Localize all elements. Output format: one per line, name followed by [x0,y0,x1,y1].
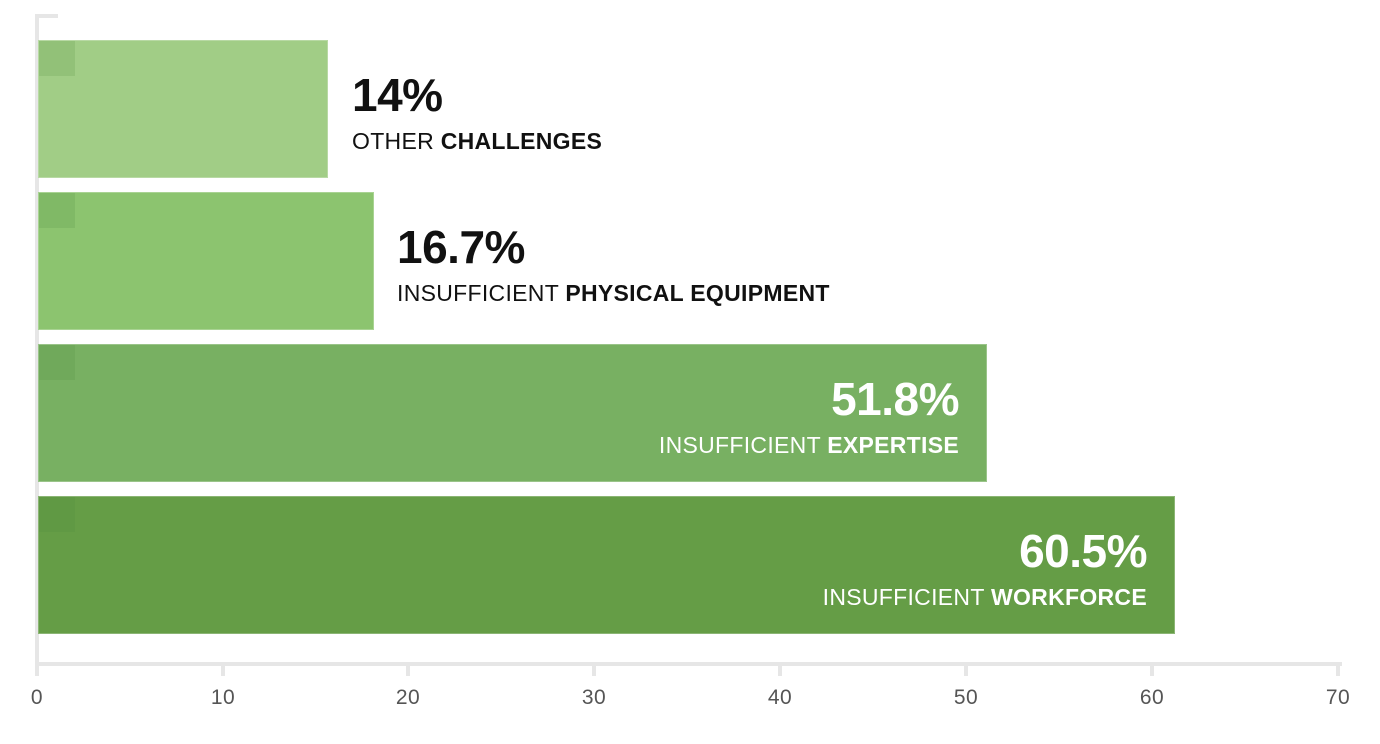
x-tick-label: 40 [767,686,793,709]
category-label-light: INSUFFICIENT [658,432,828,458]
value-label: 14% [352,69,443,121]
category-label: OTHER CHALLENGES [352,130,602,153]
category-label-bold: CHALLENGES [440,128,603,154]
y-axis-line [35,15,39,669]
x-tick-50 [964,662,968,676]
x-axis-line [35,662,1342,666]
x-tick-label: 30 [581,686,607,709]
value-label: 60.5% [1019,525,1147,577]
category-label-bold: PHYSICAL EQUIPMENT [565,280,830,306]
bar-insufficient-physical-equipment [38,192,374,330]
x-tick-label: 20 [395,686,421,709]
x-tick-label: 0 [30,686,44,709]
category-label-light: INSUFFICIENT [822,584,991,610]
x-tick-40 [778,662,782,676]
bar-insufficient-expertise [38,344,987,482]
x-tick-70 [1336,662,1340,676]
x-tick-0 [35,662,39,676]
x-tick-60 [1150,662,1154,676]
bar-other-challenges [38,40,328,178]
x-tick-20 [406,662,410,676]
category-label: INSUFFICIENT WORKFORCE [823,586,1147,609]
x-tick-label: 70 [1325,686,1351,709]
x-tick-label: 10 [210,686,236,709]
category-label-bold: EXPERTISE [827,432,959,458]
bar-label-insufficient-expertise: 51.8% INSUFFICIENT EXPERTISE [659,373,960,457]
category-label: INSUFFICIENT EXPERTISE [659,434,959,457]
bar-marker [39,497,75,532]
category-label: INSUFFICIENT PHYSICAL EQUIPMENT [397,282,830,305]
bar-marker [39,345,75,380]
category-label-bold: WORKFORCE [990,584,1147,610]
category-label-light: INSUFFICIENT [397,280,566,306]
x-tick-30 [592,662,596,676]
bar-label-insufficient-physical-equipment: 16.7% INSUFFICIENT PHYSICAL EQUIPMENT [397,224,830,305]
x-tick-label: 60 [1139,686,1165,709]
bar-marker [39,41,75,76]
bar-marker [39,193,75,228]
value-label: 51.8% [831,373,959,425]
category-label-light: OTHER [352,128,441,154]
bar-label-insufficient-workforce: 60.5% INSUFFICIENT WORKFORCE [823,525,1148,609]
x-tick-label: 50 [953,686,979,709]
bar-label-other-challenges: 14% OTHER CHALLENGES [352,72,602,153]
y-axis-cap [35,14,58,18]
value-label: 16.7% [397,221,525,273]
bar-insufficient-workforce [38,496,1175,634]
x-tick-10 [221,662,225,676]
